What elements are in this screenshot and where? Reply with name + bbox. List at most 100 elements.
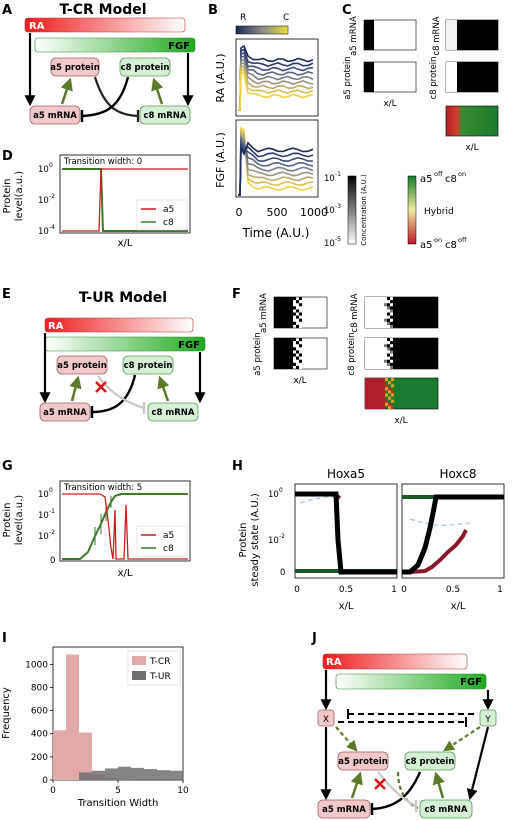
h-right-xtick-1: 1 (497, 585, 503, 595)
fgf-trace-7 (238, 142, 314, 196)
f-cell (296, 315, 299, 319)
fgf-trace-2 (238, 131, 314, 196)
hist-bar-t-ur-4 (131, 767, 144, 780)
panel-e-tur-diagram: T-UR Model RA FGF a5 protein c8 protein … (39, 290, 206, 422)
f-cell (296, 306, 299, 310)
i-legend-tur: T-UR (149, 672, 171, 682)
h-right-xlabel: x/L (451, 601, 466, 612)
state-label-top: a5 off c8 on (420, 170, 466, 185)
state-bot-a5: a5 (420, 240, 433, 251)
ra-label: RA (29, 21, 45, 32)
a5-mrna-label: a5 mRNA (33, 111, 77, 121)
j-ra-label: RA (326, 657, 342, 668)
panel-a-tcr-diagram: T-CR Model RA FGF a5 protein c8 protein … (24, 2, 196, 125)
hist-bar-t-ur-2 (105, 768, 118, 780)
fgf-ylabel: FGF (A.U.) (214, 132, 227, 188)
j-a5-protein-node (337, 751, 389, 771)
fgf-trace-0 (238, 126, 314, 196)
f-cell (299, 303, 302, 307)
g-a5-line (62, 493, 188, 560)
f-cell (387, 324, 390, 328)
h-right-xtick-0: 0 (401, 585, 407, 595)
f-cell (293, 347, 296, 351)
j-c8-represses-a5-edge (371, 771, 422, 811)
f-cell (387, 365, 390, 369)
panel-g-protein-levels: Transition width: 5 10 0 10 -1 10 -2 0 P… (2, 480, 191, 579)
f-cell (384, 362, 387, 366)
f-cell (296, 324, 299, 328)
fgf-trace-1 (238, 128, 314, 196)
panel-letter-a: A (2, 3, 12, 18)
f-cell (384, 353, 387, 357)
hist-xtick-label: 5 (115, 786, 121, 796)
f-cell (390, 338, 393, 342)
ra-trace-3 (238, 55, 314, 111)
e-c8-protein-label: c8 protein (124, 361, 173, 371)
f-cell (299, 338, 302, 342)
f-cell (293, 338, 296, 342)
f-cell (293, 344, 296, 348)
f-cell (390, 359, 393, 363)
hist-ytick-label: 800 (31, 683, 48, 693)
f-a5-mrna-cells (274, 297, 302, 328)
f-c8-mrna-label: c8 mRNA (350, 293, 360, 332)
i-legend-tur-swatch (132, 671, 146, 680)
f-cell (390, 318, 393, 322)
concentration-label: Concentration (A.U.) (360, 174, 368, 246)
ra-trace-7 (238, 67, 314, 111)
f-cell (293, 303, 296, 307)
a5-mrna-node (29, 105, 81, 125)
c8-protein-node (119, 57, 171, 77)
g-annotation: Transition width: 5 (63, 483, 142, 493)
h-ytick-0: 10 (268, 490, 279, 500)
d-legend-c8: c8 (163, 218, 174, 228)
panel-letter-g: G (2, 459, 13, 474)
f-cell (385, 387, 388, 391)
h-title-hoxc8: Hoxc8 (439, 467, 476, 481)
hist-ytick-label: 400 (31, 730, 48, 740)
panel-letter-b: B (208, 3, 218, 18)
f-cell (384, 318, 387, 322)
panel-letter-i: I (2, 631, 7, 646)
g-legend-a5: a5 (163, 531, 174, 541)
h-ylabel-2: steady state (A.U.) (250, 493, 261, 587)
f-cell (391, 384, 394, 388)
f-cell (296, 362, 299, 366)
f-cell (384, 297, 387, 301)
state-hybrid-label: Hybrid (424, 207, 454, 217)
state-bot-on: on (434, 236, 442, 244)
d-legend (136, 199, 188, 231)
g-legend-c8: c8 (163, 544, 174, 554)
f-cell (299, 359, 302, 363)
f-cell (296, 356, 299, 360)
g-ytick-1-exp: -1 (49, 508, 55, 515)
h-left-xlabel: x/L (339, 601, 354, 612)
hist-ytick-label: 0 (42, 776, 48, 786)
j-removed-repression-edge (377, 771, 417, 807)
h-left-xtick-1: 1 (391, 585, 397, 595)
d-ytick-2-exp: -4 (49, 224, 55, 231)
colorbar-c-label: C (283, 13, 289, 23)
j-y-to-c8-mrna-arrow (466, 726, 490, 801)
ra-trace-4 (238, 59, 314, 111)
j-a5-mrna-node (317, 799, 371, 819)
f-cell (296, 341, 299, 345)
state-bot-off: off (458, 236, 467, 244)
g-ytick-2-exp: -2 (49, 529, 55, 536)
time-xlabel: Time (A.U.) (242, 226, 310, 240)
panel-c-heatmaps: a5 mRNA a5 protein c8 mRNA c8 protein x/… (324, 16, 499, 251)
a5-protein-label: a5 protein (50, 63, 100, 73)
h-title-hoxa5: Hoxa5 (327, 467, 365, 481)
f-cell (293, 362, 296, 366)
e-removed-repression-edge (97, 375, 145, 410)
ra-trace-2 (238, 51, 314, 111)
fgf-trace-4 (238, 135, 314, 196)
d-legend-a5: a5 (163, 205, 174, 215)
r-c-colorbar (235, 25, 289, 35)
h-ytick-1-exp: -2 (279, 533, 285, 540)
e-a5-mrna-label: a5 mRNA (43, 408, 87, 418)
f-cell (384, 338, 387, 342)
f-cell (384, 312, 387, 316)
c8-translation-arrow (151, 77, 164, 105)
panel-letter-h: H (232, 459, 243, 474)
